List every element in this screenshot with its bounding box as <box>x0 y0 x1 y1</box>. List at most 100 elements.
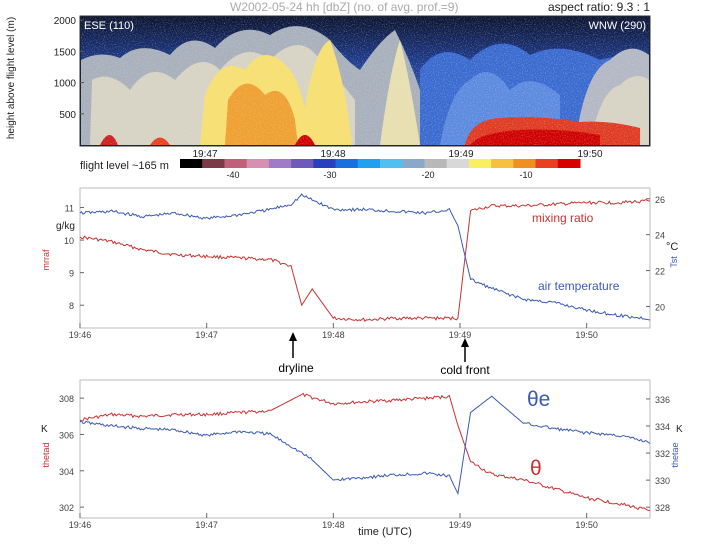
legend-air-temperature: air temperature <box>538 279 620 293</box>
colorbar-tick: -20 <box>421 170 434 180</box>
y-right-tick-label: 26 <box>655 195 665 205</box>
dryline-label: dryline <box>278 361 314 375</box>
x-tick-label: 19:47 <box>195 520 218 530</box>
radar-time-tick: 19:47 <box>192 149 217 160</box>
x-tick-label: 19:50 <box>575 520 598 530</box>
panel1-left-label: mrraf <box>41 249 51 270</box>
colorbar-swatch <box>180 159 203 168</box>
y-right-tick-label: 336 <box>655 395 670 405</box>
y-right-tick-label: 332 <box>655 449 670 459</box>
radar-title: W2002-05-24 hh [dbZ] (no. of avg. prof.=… <box>230 0 458 14</box>
y-left-tick-label: 10 <box>64 236 74 246</box>
y-left-tick-label: 302 <box>59 503 74 513</box>
x-tick-label: 19:47 <box>195 330 218 340</box>
x-tick-label: 19:46 <box>69 520 92 530</box>
colorbar-swatch <box>424 159 448 168</box>
panel1-right-label: Tst <box>669 256 679 268</box>
radar-y-ticks: 2000 1500 1000 500 <box>54 16 84 121</box>
y-left-tick-label: 8 <box>69 301 74 311</box>
dryline-arrow <box>289 332 297 358</box>
cold-front-label: cold front <box>440 363 490 377</box>
annotation-theta: θ <box>530 457 542 480</box>
panel2-left-label: thetad <box>41 442 51 467</box>
x-tick-label: 19:48 <box>322 330 345 340</box>
panel2-right-label: thetae <box>670 442 680 467</box>
radar-time-ticks: 19:47 19:48 19:49 19:50 <box>192 149 602 160</box>
radar-ytick-label: 500 <box>59 110 76 121</box>
radar-ylabel: height above flight level (m) <box>6 17 17 139</box>
colorbar-swatch <box>491 159 514 168</box>
y-left-tick-label: 308 <box>59 394 74 404</box>
legend-mixing-ratio: mixing ratio <box>532 211 594 225</box>
radar-panel: W2002-05-24 hh [dbZ] (no. of avg. prof.=… <box>6 0 651 180</box>
radar-time-tick: 19:48 <box>320 149 345 160</box>
y-left-tick-label: 304 <box>59 467 74 477</box>
y-right-tick-label: 328 <box>655 503 670 513</box>
y-left-tick-label: 11 <box>65 204 74 214</box>
colorbar-swatch <box>557 159 581 168</box>
y-right-tick-label: 334 <box>655 422 670 432</box>
y-right-tick-label: 24 <box>655 231 665 241</box>
colorbar-swatch <box>513 159 537 168</box>
radar-time-tick: 19:50 <box>577 149 602 160</box>
radar-image <box>81 17 649 145</box>
colorbar-swatch <box>357 159 381 168</box>
event-markers: dryline cold front <box>278 332 490 377</box>
colorbar-swatch <box>291 159 314 168</box>
cold-front-arrow <box>461 338 469 362</box>
colorbar-swatch <box>246 159 270 168</box>
x-tick-label: 19:49 <box>449 520 472 530</box>
panel2-right-unit: K <box>676 424 683 435</box>
panel-theta: 19:46 19:47 19:48 19:49 19:50 308 306 304 302 336… <box>41 379 683 538</box>
series-line-0 <box>79 392 651 512</box>
colorbar-swatch <box>202 159 225 168</box>
panel2-lines <box>79 392 651 512</box>
y-right-tick-label: 330 <box>655 476 670 486</box>
radar-ytick-label: 1000 <box>54 79 77 90</box>
panel1-frame <box>79 187 651 329</box>
ese-label: ESE (110) <box>84 20 134 32</box>
aspect-ratio: aspect ratio: 9.3 : 1 <box>548 0 650 14</box>
series-line-0 <box>79 199 651 323</box>
y-right-tick-label: 20 <box>655 302 665 312</box>
panel1-right-unit: °C <box>666 241 678 253</box>
y-left-tick-label: 306 <box>59 430 74 440</box>
colorbar-tick: -30 <box>323 170 336 180</box>
flight-level-label: flight level ~165 m <box>80 160 169 172</box>
panel2-left-unit: K <box>41 424 48 435</box>
x-tick-label: 19:48 <box>322 520 345 530</box>
colorbar-tick: -40 <box>226 170 239 180</box>
series-line-1 <box>79 193 651 321</box>
panel2-frame <box>79 379 651 519</box>
colorbar-swatch <box>313 159 337 168</box>
colorbar-swatch <box>446 159 470 168</box>
colorbar-swatch <box>535 159 559 168</box>
panel2-ticks: 19:46 19:47 19:48 19:49 19:50 308 306 304 302 336… <box>59 394 670 530</box>
panel1-lines <box>79 193 651 323</box>
x-tick-label: 19:46 <box>69 330 92 340</box>
panel-mixing-temperature: 19:46 19:47 19:48 19:49 19:5011109826242220 … <box>41 187 679 340</box>
radar-ytick-label: 2000 <box>54 16 77 27</box>
x-tick-label: 19:50 <box>575 330 598 340</box>
colorbar: -40 -30 -20 -10 <box>180 159 581 180</box>
colorbar-swatch <box>402 159 425 168</box>
x-tick-label: 19:49 <box>449 330 472 340</box>
y-left-tick-label: 9 <box>69 269 74 279</box>
colorbar-swatch <box>268 159 292 168</box>
series-line-1 <box>79 395 651 496</box>
colorbar-swatch <box>335 159 359 168</box>
radar-ytick-label: 1500 <box>54 47 77 58</box>
wnw-label: WNW (290) <box>589 20 646 32</box>
colorbar-swatch <box>468 159 492 168</box>
panel2-xlabel: time (UTC) <box>358 526 412 538</box>
colorbar-swatch <box>380 159 403 168</box>
panel1-ticks: 19:46 19:47 19:48 19:49 19:50 11 10 9 8 26 24 22 20 <box>64 195 665 340</box>
colorbar-tick: -10 <box>519 170 532 180</box>
annotation-theta-e: θe <box>527 388 550 411</box>
y-right-tick-label: 22 <box>655 267 665 277</box>
panel1-left-unit: g/kg <box>56 221 75 232</box>
colorbar-swatch <box>224 159 248 168</box>
radar-time-tick: 19:49 <box>448 149 473 160</box>
